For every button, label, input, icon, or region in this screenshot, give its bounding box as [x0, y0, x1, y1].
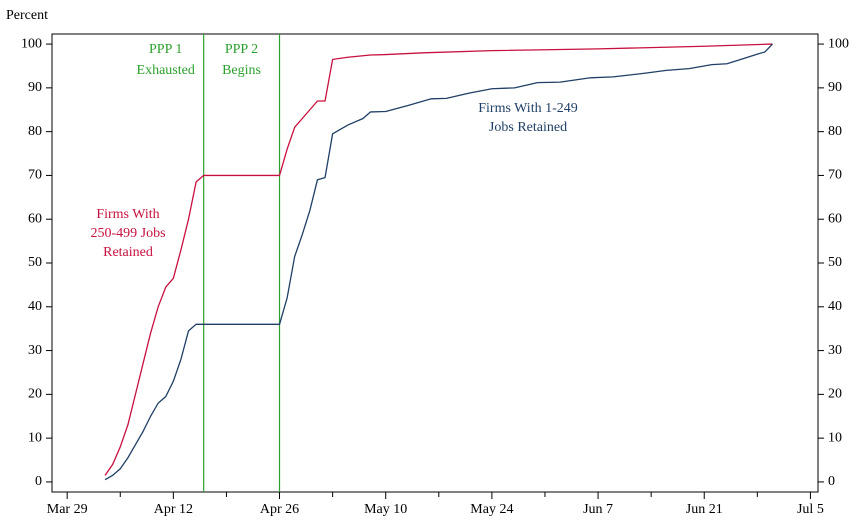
- y2-tick-label: 20: [828, 387, 842, 402]
- series-label: 250-499 Jobs: [90, 226, 165, 241]
- y-tick-label: 100: [21, 36, 42, 51]
- y-axis-label: Percent: [6, 8, 48, 23]
- event-label: PPP 1: [149, 42, 182, 57]
- event-label: PPP 2: [225, 42, 258, 57]
- y2-tick-label: 10: [828, 430, 842, 445]
- y2-tick-label: 0: [828, 474, 835, 489]
- y2-tick-label: 60: [828, 211, 842, 226]
- x-tick-label: May 24: [470, 502, 513, 517]
- x-tick-label: Jun 7: [583, 502, 613, 517]
- y2-tick-label: 40: [828, 299, 842, 314]
- y-tick-label: 80: [28, 124, 42, 139]
- y2-tick-label: 80: [828, 124, 842, 139]
- series-label: Firms With: [96, 207, 159, 222]
- y-tick-label: 40: [28, 299, 42, 314]
- y2-tick-label: 90: [828, 80, 842, 95]
- y-tick-label: 20: [28, 387, 42, 402]
- series-label: Jobs Retained: [489, 120, 567, 135]
- event-label: Begins: [222, 63, 261, 78]
- y-tick-label: 60: [28, 211, 42, 226]
- series-line: [104, 43, 773, 476]
- y2-tick-label: 50: [828, 255, 842, 270]
- x-tick-label: May 10: [364, 502, 407, 517]
- x-tick-label: Mar 29: [47, 502, 88, 517]
- y-tick-label: 70: [28, 168, 42, 183]
- event-label: Exhausted: [137, 63, 195, 78]
- x-tick-label: Jun 21: [686, 502, 723, 517]
- y2-tick-label: 100: [828, 36, 849, 51]
- x-tick-label: Jul 5: [797, 502, 824, 517]
- y-tick-label: 10: [28, 430, 42, 445]
- y-tick-label: 0: [35, 474, 42, 489]
- y-tick-label: 50: [28, 255, 42, 270]
- series-label: Firms With 1-249: [478, 101, 578, 116]
- x-tick-label: Apr 26: [260, 502, 299, 517]
- series-label: Retained: [103, 245, 153, 260]
- x-tick-label: Apr 12: [154, 502, 193, 517]
- y-tick-label: 90: [28, 80, 42, 95]
- y-tick-label: 30: [28, 343, 42, 358]
- plot-frame: [51, 33, 819, 493]
- series-line: [104, 43, 773, 481]
- y2-tick-label: 70: [828, 168, 842, 183]
- y2-tick-label: 30: [828, 343, 842, 358]
